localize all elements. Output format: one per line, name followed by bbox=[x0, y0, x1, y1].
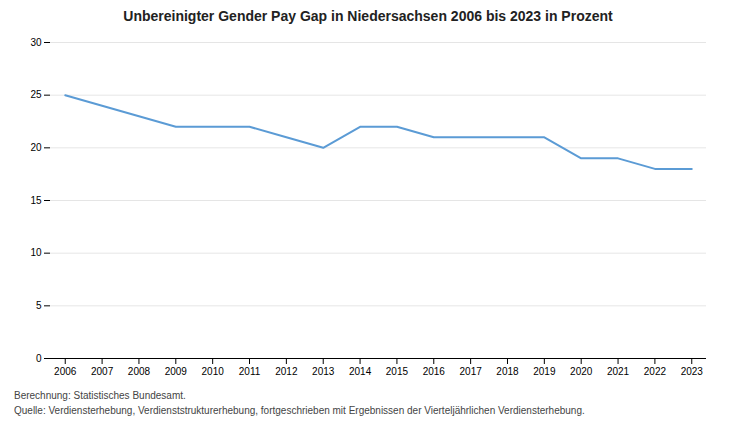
svg-text:2020: 2020 bbox=[570, 366, 593, 377]
svg-text:10: 10 bbox=[30, 247, 42, 258]
svg-text:2010: 2010 bbox=[202, 366, 225, 377]
svg-text:0: 0 bbox=[36, 353, 42, 364]
html-text:Quelle: Verdiensterhebung, Ver: Quelle: Verdiensterhebung, Verdienststru… bbox=[14, 404, 585, 416]
svg-text:2019: 2019 bbox=[533, 366, 556, 377]
svg-text:2022: 2022 bbox=[644, 366, 667, 377]
svg-text:2007: 2007 bbox=[91, 366, 114, 377]
svg-text:2009: 2009 bbox=[165, 366, 188, 377]
svg-text:30: 30 bbox=[30, 37, 42, 48]
svg-text:25: 25 bbox=[30, 89, 42, 100]
svg-text:20: 20 bbox=[30, 142, 42, 153]
svg-text:15: 15 bbox=[30, 195, 42, 206]
svg-text:2021: 2021 bbox=[607, 366, 630, 377]
svg-text:2012: 2012 bbox=[275, 366, 298, 377]
html-text:Berechnung: Statistisches Bund: Berechnung: Statistisches Bundesamt. bbox=[14, 390, 186, 401]
svg-text:2017: 2017 bbox=[460, 366, 483, 377]
svg-text:2008: 2008 bbox=[128, 366, 151, 377]
svg-text:2016: 2016 bbox=[423, 366, 446, 377]
svg-text:2018: 2018 bbox=[496, 366, 519, 377]
html-text:Unbereinigter Gender Pay Gap i: Unbereinigter Gender Pay Gap in Niedersa… bbox=[123, 8, 613, 24]
svg-text:5: 5 bbox=[36, 300, 42, 311]
svg-text:2013: 2013 bbox=[312, 366, 335, 377]
svg-text:2011: 2011 bbox=[239, 366, 261, 377]
svg-text:2014: 2014 bbox=[349, 366, 372, 377]
svg-text:2015: 2015 bbox=[386, 366, 409, 377]
svg-text:2006: 2006 bbox=[54, 366, 77, 377]
svg-text:2023: 2023 bbox=[681, 366, 704, 377]
